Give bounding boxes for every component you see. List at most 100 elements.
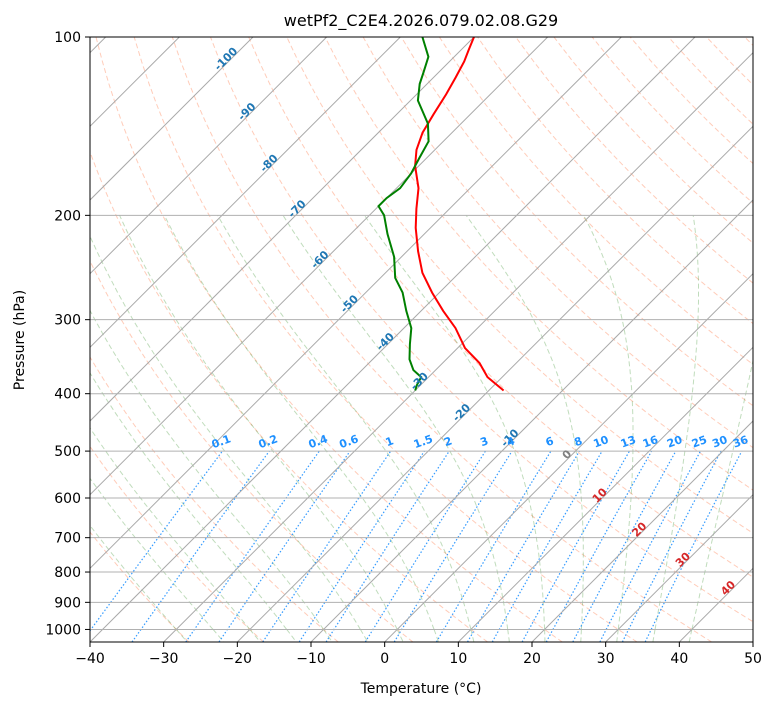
mixing-ratio-line [218, 450, 351, 642]
mixing-ratio-label: 10 [592, 433, 611, 451]
moist-adiabat-line [217, 215, 475, 642]
moist-adiabat-line [90, 235, 369, 642]
isotherm-line [678, 567, 753, 642]
dry-adiabat-line [553, 37, 753, 244]
x-tick-label: −30 [149, 651, 179, 667]
moist-adiabat-line [364, 215, 546, 642]
isotherm-line [90, 37, 549, 496]
mixing-ratio-label: 16 [641, 433, 660, 451]
mixing-ratio-line [466, 450, 580, 642]
isotherm-line [605, 493, 753, 642]
mixing-ratio-line [298, 450, 425, 642]
wet-bulb-label: 40 [718, 578, 738, 598]
x-axis-label: Temperature (°C) [360, 681, 482, 697]
dry-adiabat-line [324, 37, 753, 491]
y-tick-label: 1000 [45, 622, 81, 638]
chart-title: wetPf2_C2E4.2026.079.02.08.G29 [284, 11, 558, 31]
x-tick-label: −10 [296, 651, 326, 667]
wet-bulb-label: 30 [673, 549, 693, 569]
dry-adiabat-line [90, 445, 264, 642]
y-tick-label: 100 [54, 30, 81, 46]
dry-adiabat-line [90, 356, 339, 642]
mixing-ratio-label: 6 [544, 434, 556, 449]
x-tick-label: 20 [523, 651, 541, 667]
isotherm-line [384, 272, 753, 642]
y-tick-label: 800 [54, 565, 81, 581]
mixing-ratio-line [185, 450, 320, 642]
mixing-ratio-line [545, 450, 653, 642]
dry-adiabat-line [515, 37, 753, 284]
isotherm-label: -100 [212, 44, 241, 73]
isotherm-label: -70 [285, 197, 308, 220]
dry-adiabat-line [210, 37, 753, 623]
mixing-ratio-label: 0.1 [210, 432, 233, 451]
x-tick-label: −20 [223, 651, 253, 667]
mixing-ratio-line [621, 450, 722, 642]
dry-adiabat-line [90, 531, 190, 642]
moist-adiabat-line [90, 477, 225, 642]
mixing-ratio-line [599, 450, 702, 642]
mixing-ratio-line [325, 450, 450, 642]
isotherm-line [531, 420, 753, 642]
dry-adiabat-line [133, 37, 638, 642]
mixing-ratio-label: 20 [665, 433, 684, 451]
plot-frame [89, 36, 754, 643]
mixing-ratio-line [435, 450, 552, 642]
mixing-ratio-label: 0.4 [307, 432, 330, 451]
mixing-ratio-line [131, 450, 270, 642]
y-tick-label: 700 [54, 531, 81, 547]
dry-adiabat-line [248, 37, 753, 578]
mixing-ratio-label: 1.5 [412, 432, 435, 451]
y-tick-label: 200 [54, 208, 81, 224]
isotherm-line [90, 37, 401, 349]
moist-adiabat-line [163, 215, 439, 642]
mixing-ratio-label: 36 [731, 433, 750, 451]
isotherm-line [163, 51, 753, 642]
isotherm-label: -80 [257, 152, 280, 175]
mixing-ratio-label: 2 [442, 434, 454, 449]
isotherm-label: -40 [374, 330, 397, 353]
isotherm-line [457, 346, 753, 642]
y-tick-label: 600 [54, 491, 81, 507]
mixing-ratio-line [572, 450, 677, 642]
dry-adiabat-line [438, 37, 753, 366]
mixing-ratio-line [393, 450, 513, 642]
isotherm-label: -20 [450, 401, 473, 424]
dry-adiabat-line [400, 37, 753, 407]
isotherm-line [90, 37, 475, 422]
moist-adiabat-line [90, 524, 188, 642]
y-tick-label: 500 [54, 444, 81, 460]
mixing-ratio-label: 0.2 [257, 432, 280, 451]
y-tick-label: 400 [54, 387, 81, 403]
temperature-profile-line [414, 37, 505, 392]
isotherm-line [752, 641, 753, 642]
mixing-ratio-line [90, 450, 223, 632]
series-layer [377, 37, 505, 392]
mixing-ratio-label: 4 [505, 434, 517, 449]
mixing-ratio-label: 1 [384, 434, 396, 449]
y-tick-label: 300 [54, 313, 81, 329]
dry-adiabat-line [90, 150, 488, 642]
x-tick-label: 40 [670, 651, 688, 667]
x-axis-ticks: −40 −30 −20 −10 0 10 20 30 40 50 [75, 642, 762, 667]
mixing-ratio-label: 3 [478, 434, 490, 449]
dry-adiabat-line [90, 259, 414, 642]
moist-adiabat-line [688, 358, 753, 642]
wet-bulb-label: 20 [629, 519, 649, 539]
x-tick-label: 50 [744, 651, 762, 667]
mixing-ratio-label: 25 [690, 433, 709, 450]
x-tick-label: 0 [380, 651, 389, 667]
isotherm-line [90, 37, 328, 275]
dry-adiabat-line [95, 37, 563, 642]
moist-adiabat-line [583, 215, 634, 642]
mixing-ratio-line [262, 450, 392, 642]
wet-bulb-label: 10 [590, 485, 610, 505]
moist-adiabat-line [90, 427, 261, 642]
moist-adiabat-line [119, 215, 404, 642]
x-tick-label: −40 [75, 651, 105, 667]
mixing-ratio-label: 13 [619, 433, 638, 450]
inline-labels: -100-90-80-70-60-50-40-30-20-100.1 0.2 0.4… [210, 44, 750, 598]
isotherm-line [90, 37, 696, 642]
isotherm-label: -50 [338, 292, 361, 315]
y-axis-label: Pressure (hPa) [12, 290, 28, 390]
